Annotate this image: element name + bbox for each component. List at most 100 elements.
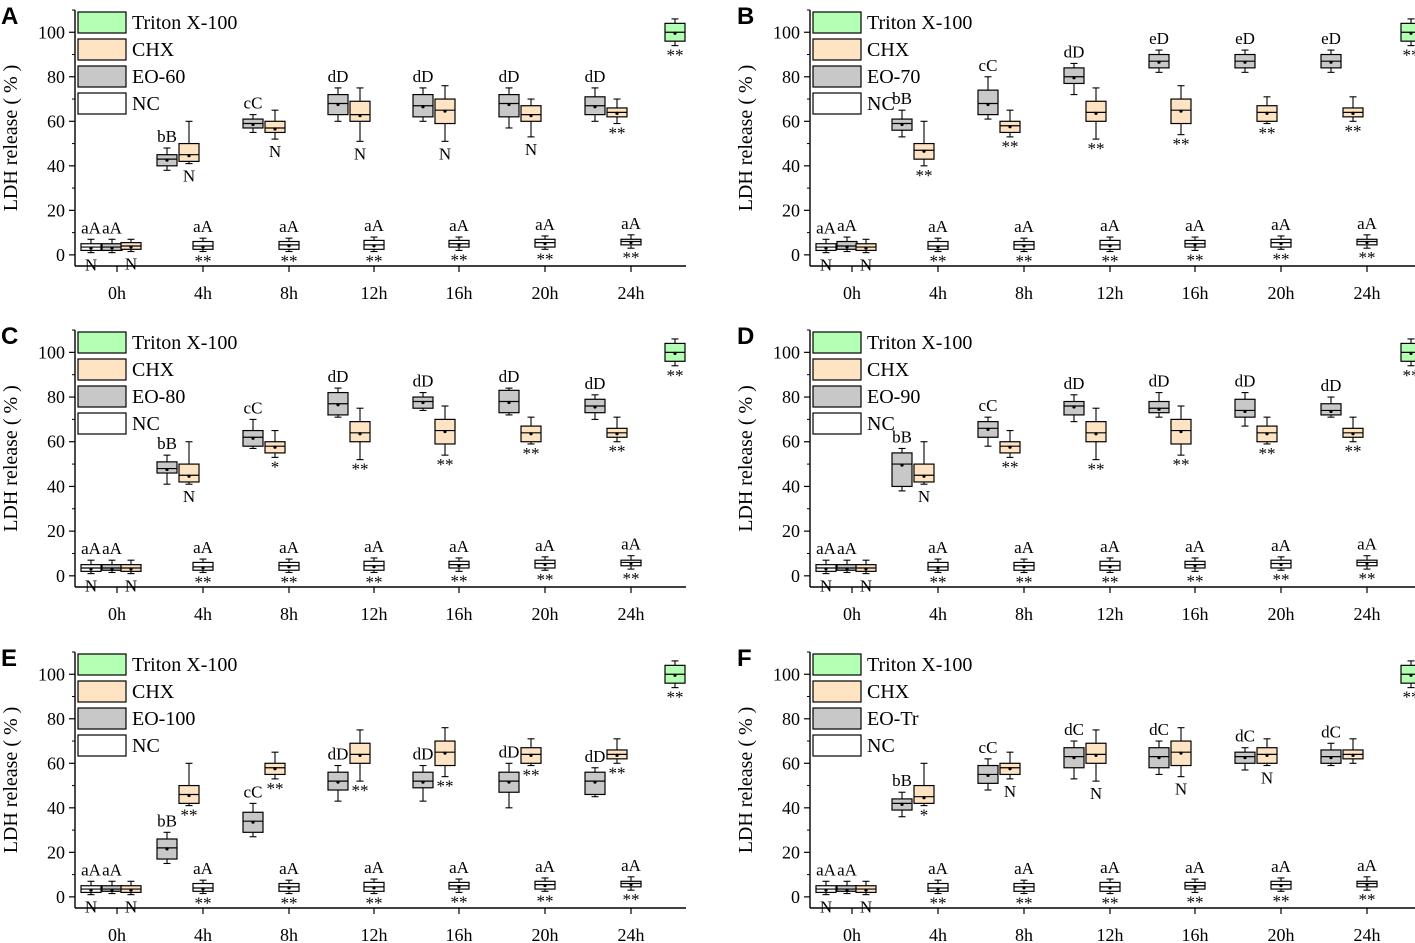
panel-letter: C	[1, 323, 18, 350]
y-tick-label: 60	[782, 432, 800, 452]
y-tick-label: 60	[782, 753, 800, 773]
significance-label: **	[523, 444, 540, 463]
box-chx: **	[349, 729, 371, 800]
legend-swatch	[812, 734, 862, 757]
box-eo: bB	[156, 434, 178, 485]
box-nc: aA **	[620, 535, 642, 588]
significance-label: aA	[621, 214, 642, 233]
legend-swatch	[77, 412, 127, 435]
series-triton: **	[1400, 660, 1415, 707]
box-chx: N	[1085, 729, 1107, 803]
significance-label: dD	[499, 367, 520, 386]
mean-dot	[1279, 884, 1283, 888]
mean-dot	[273, 445, 277, 449]
box-nc: aA N	[80, 539, 102, 596]
series-eo: aA bB cC dD dD dD dD	[101, 742, 606, 895]
box-eo: dC	[1063, 720, 1085, 780]
series-eo: aA bB cC dD dD dD dD	[101, 67, 606, 254]
series-triton: **	[664, 338, 686, 385]
significance-label: **	[1359, 890, 1376, 909]
significance-label: N	[85, 577, 97, 596]
mean-dot	[110, 888, 114, 892]
legend: Triton X-100 CHX EO-60 NC	[77, 11, 237, 115]
significance-label: **	[609, 442, 626, 461]
box-nc: aA **	[534, 857, 556, 910]
mean-dot	[273, 127, 277, 131]
significance-label: dD	[585, 374, 606, 393]
box-chx: **	[999, 430, 1021, 476]
significance-label: **	[623, 248, 640, 267]
box-eo: dD	[1320, 376, 1342, 418]
significance-label: aA	[1100, 216, 1121, 235]
y-tick-label: 100	[773, 664, 800, 684]
box-chx: **	[606, 738, 628, 782]
box-chx: N	[178, 441, 200, 506]
significance-label: aA	[928, 859, 949, 878]
significance-label: **	[667, 366, 684, 385]
mean-dot	[1243, 409, 1247, 414]
legend-entry: EO-70	[867, 66, 920, 88]
x-tick-label: 24h	[618, 604, 645, 624]
box-chx: **	[1170, 85, 1192, 154]
mean-dot	[543, 562, 547, 567]
mean-dot	[900, 802, 904, 806]
significance-label: dD	[328, 67, 349, 86]
box-body	[1085, 100, 1107, 122]
box-chx: N	[120, 559, 142, 596]
significance-label: **	[281, 894, 298, 913]
box-body	[891, 452, 913, 488]
significance-label: eD	[1235, 29, 1255, 48]
significance-label: **	[1345, 442, 1362, 461]
significance-label: **	[1273, 891, 1290, 910]
mean-dot	[336, 102, 340, 107]
significance-label: **	[667, 46, 684, 65]
legend-entry: NC	[867, 735, 895, 757]
mean-dot	[824, 246, 828, 250]
legend-entry: CHX	[867, 39, 910, 61]
significance-label: aA	[1271, 857, 1292, 876]
box-chx: N	[520, 98, 542, 159]
mean-dot	[1094, 111, 1098, 115]
y-tick-label: 80	[47, 709, 65, 729]
y-tick-label: 40	[47, 476, 65, 496]
significance-label: aA	[102, 860, 123, 879]
legend-entry: Triton X-100	[132, 12, 237, 34]
mean-dot	[986, 427, 990, 431]
significance-label: **	[181, 806, 198, 825]
box-eo: dD	[1234, 372, 1256, 427]
significance-label: aA	[1014, 538, 1035, 557]
box-nc: aA **	[534, 215, 556, 268]
box-eo: cC	[977, 396, 999, 447]
significance-label: aA	[1014, 217, 1035, 236]
legend-swatch	[812, 412, 862, 435]
box-nc: aA N	[815, 860, 837, 917]
box-nc: aA N	[815, 218, 837, 275]
box-nc: aA **	[1013, 538, 1035, 591]
mean-dot	[543, 242, 547, 246]
significance-label: **	[1187, 892, 1204, 911]
significance-label: aA	[193, 538, 214, 557]
legend: Triton X-100 CHX EO-100 NC	[77, 653, 237, 757]
significance-label: N	[1175, 780, 1187, 799]
box-eo: dD	[1063, 374, 1085, 423]
box-eo: cC	[977, 738, 999, 791]
mean-dot	[165, 847, 169, 851]
mean-dot	[543, 884, 547, 888]
box-chx: N	[999, 751, 1021, 801]
series-eo: aA bB cC dD dD dD dD	[836, 372, 1342, 574]
legend-swatch	[77, 358, 127, 381]
mean-dot	[1108, 244, 1112, 248]
significance-label: aA	[193, 859, 214, 878]
legend-swatch	[77, 92, 127, 115]
series-eo: aA bB cC dD dD dD dD	[101, 367, 606, 574]
significance-label: aA	[535, 857, 556, 876]
box-nc: aA **	[1270, 215, 1292, 268]
significance-label: cC	[244, 94, 263, 113]
significance-label: *	[920, 806, 929, 825]
box-nc: aA **	[1099, 537, 1121, 591]
box-nc: aA **	[927, 859, 949, 913]
x-tick-label: 24h	[1354, 925, 1381, 943]
mean-dot	[358, 753, 362, 758]
significance-label: **	[1259, 444, 1276, 463]
